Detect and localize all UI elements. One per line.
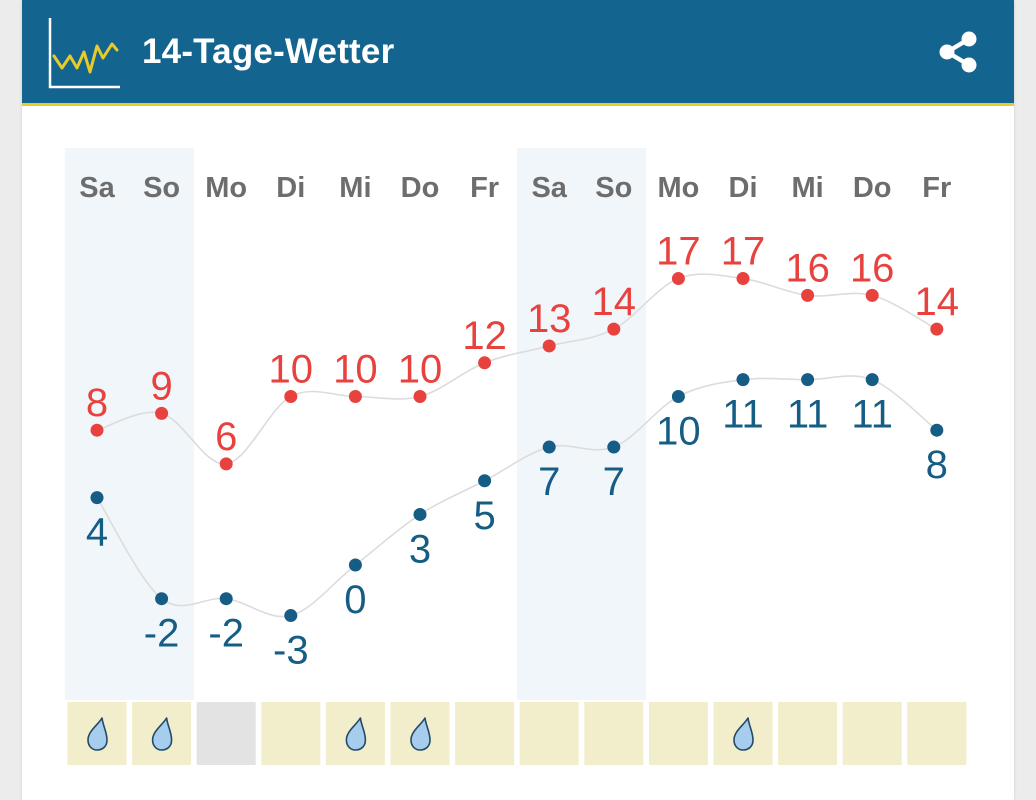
min-temp-point	[219, 592, 233, 606]
max-temp-point	[865, 288, 879, 302]
max-temp-label: 17	[656, 230, 701, 274]
max-temp-label: 10	[333, 348, 378, 392]
min-temp-point	[413, 507, 427, 521]
line-chart-icon	[48, 18, 120, 89]
raindrop-icon	[410, 717, 431, 751]
precip-cell	[842, 702, 902, 765]
max-temp-label: 8	[86, 381, 108, 425]
max-temp-point	[90, 423, 104, 437]
min-temp-point	[155, 592, 169, 606]
weekend-column	[517, 148, 647, 700]
max-temp-point	[219, 457, 233, 471]
day-label: Mo	[205, 172, 247, 204]
day-label: So	[595, 172, 632, 204]
max-temp-label: 6	[215, 415, 237, 459]
min-temp-point	[348, 558, 362, 572]
day-label: Mo	[657, 172, 699, 204]
day-label: Sa	[79, 172, 115, 204]
day-label: So	[143, 172, 180, 204]
max-temp-label: 12	[462, 314, 507, 358]
max-temp-point	[930, 322, 944, 336]
min-temp-label: 11	[787, 393, 829, 437]
precip-cell	[907, 702, 967, 765]
min-temp-label: 3	[409, 527, 431, 571]
max-temp-label: 10	[269, 348, 314, 392]
day-label: Do	[853, 172, 892, 204]
max-temp-label: 16	[785, 246, 830, 290]
min-temp-point	[801, 373, 815, 387]
min-temp-label: 11	[851, 393, 893, 437]
precip-cell	[455, 702, 515, 765]
max-temp-point	[284, 390, 298, 403]
precip-cell	[648, 702, 708, 765]
min-temp-label: 10	[656, 410, 701, 454]
min-temp-point	[607, 440, 621, 454]
card-header: 14-Tage-Wetter	[22, 0, 1014, 106]
share-icon[interactable]	[934, 28, 982, 76]
max-temp-point	[348, 390, 362, 403]
max-temp-point	[542, 339, 556, 353]
min-temp-point	[930, 423, 944, 437]
raindrop-icon	[345, 717, 367, 751]
min-temp-label: -2	[208, 612, 244, 656]
precip-cell	[519, 702, 579, 765]
min-temp-point	[90, 491, 104, 505]
min-temp-point	[736, 373, 750, 387]
max-temp-point	[736, 272, 750, 286]
min-temp-point	[284, 609, 298, 623]
min-temp-point	[542, 440, 556, 454]
max-temp-label: 17	[721, 230, 766, 274]
min-temp-point	[865, 373, 879, 387]
day-label: Di	[729, 172, 758, 204]
precip-cell	[584, 702, 644, 765]
max-temp-point	[607, 322, 621, 336]
page-title: 14-Tage-Wetter	[142, 32, 395, 71]
max-temp-label: 14	[915, 280, 960, 324]
day-label: Mi	[791, 172, 823, 204]
min-temp-label: -3	[273, 629, 309, 673]
max-temp-point	[671, 272, 685, 286]
max-temp-label: 9	[150, 364, 172, 408]
min-temp-point	[478, 474, 492, 488]
min-temp-label: 5	[473, 494, 495, 538]
min-temp-label: 4	[86, 511, 108, 555]
min-temp-label: -2	[144, 612, 180, 656]
weekend-column	[64, 148, 194, 700]
day-label: Fr	[470, 172, 499, 204]
max-temp-point	[413, 390, 427, 403]
precip-cell	[261, 702, 321, 765]
day-label: Mi	[339, 172, 371, 204]
raindrop-icon	[151, 717, 173, 751]
max-temp-point	[478, 356, 492, 370]
max-temp-label: 10	[398, 348, 443, 392]
raindrop-icon	[733, 717, 754, 751]
max-temp-label: 14	[592, 280, 637, 324]
weather-card: 14-Tage-Wetter Sa So Mo Di Mi Do Fr Sa So Mo Di Mi D…	[22, 0, 1014, 800]
precip-cell	[196, 702, 256, 765]
min-temp-label: 8	[926, 443, 948, 487]
min-temp-point	[671, 390, 685, 403]
min-temp-label: 7	[538, 460, 560, 504]
day-label: Do	[401, 172, 440, 204]
max-temp-point	[801, 288, 815, 302]
min-temp-label: 11	[722, 393, 764, 437]
day-label: Sa	[531, 172, 567, 204]
min-temp-label: 7	[603, 460, 625, 504]
max-temp-label: 13	[527, 297, 572, 341]
day-label: Di	[276, 172, 305, 204]
max-temp-point	[155, 406, 169, 420]
raindrop-icon	[87, 717, 108, 751]
precip-cell	[778, 702, 838, 765]
min-temp-label: 0	[344, 578, 366, 622]
max-temp-label: 16	[850, 246, 895, 290]
day-label: Fr	[922, 172, 951, 204]
